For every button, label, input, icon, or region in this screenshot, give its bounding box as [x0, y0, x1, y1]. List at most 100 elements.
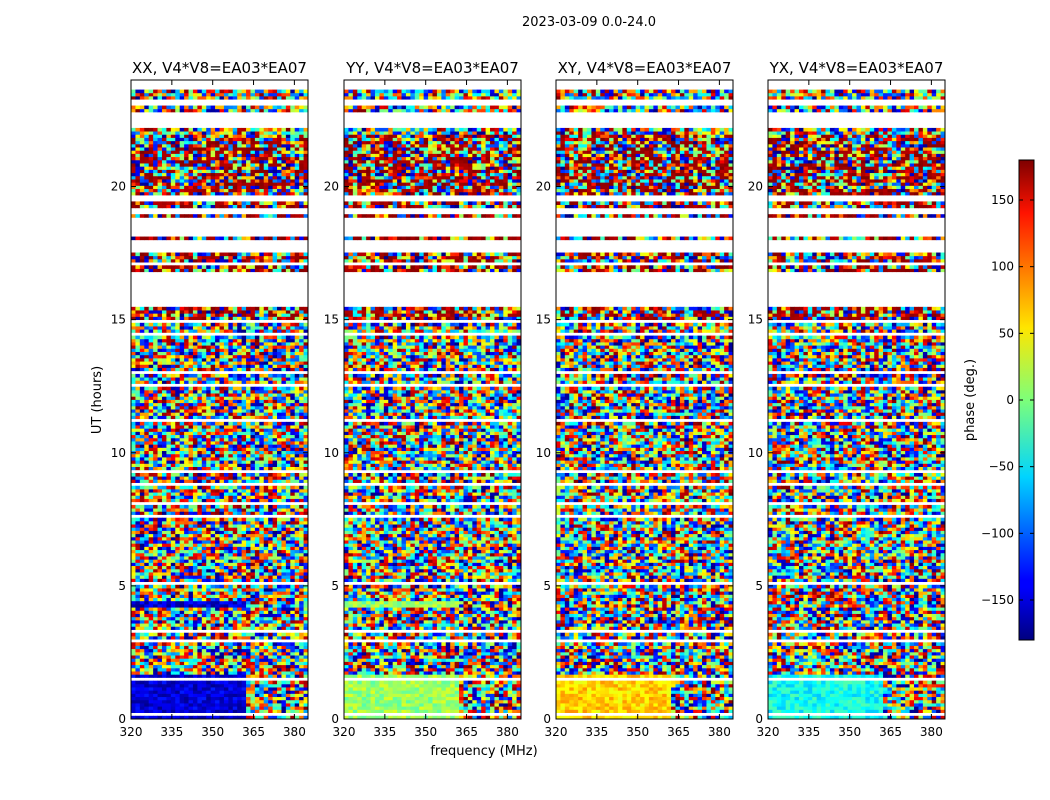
heat-cell [237, 607, 243, 611]
heat-cell [144, 415, 150, 420]
heat-cell [299, 412, 304, 416]
heat-cell [281, 252, 287, 257]
heat-cell [197, 306, 203, 311]
heat-cell [254, 364, 260, 368]
heat-cell [268, 348, 273, 352]
heat-cell [210, 492, 216, 496]
heat-cell [157, 389, 163, 394]
heat-cell [206, 453, 212, 458]
heat-cell [290, 674, 296, 678]
heat-cell [170, 329, 176, 333]
heat-cell [303, 409, 309, 413]
heat-cell [250, 434, 256, 439]
heat-cell [210, 511, 216, 515]
heat-cell [135, 361, 141, 365]
heat-cell [285, 600, 291, 605]
heat-cell [285, 613, 291, 618]
heat-cell [219, 524, 225, 528]
heat-cell [268, 619, 273, 624]
heat-cell [232, 568, 238, 573]
heat-cell [215, 540, 220, 544]
heat-cell [192, 533, 198, 538]
heat-cell [144, 626, 150, 630]
heat-cell [277, 706, 282, 710]
heat-cell [285, 396, 291, 400]
heat-cell [250, 431, 256, 436]
heat-cell [166, 559, 172, 563]
heat-cell [192, 699, 198, 704]
heat-cell [166, 409, 172, 413]
heat-cell [259, 667, 265, 672]
heat-cell [197, 546, 203, 551]
heat-cell [179, 402, 185, 407]
heat-cell [281, 530, 287, 535]
heat-cell [166, 479, 172, 483]
heat-cell [184, 600, 189, 605]
heat-cell [246, 715, 251, 720]
heat-cell [263, 495, 269, 499]
heat-cell [228, 335, 234, 340]
heat-cell [184, 441, 189, 445]
heat-cell [232, 552, 238, 557]
heat-cell [166, 568, 172, 573]
heat-cell [135, 431, 141, 436]
heat-cell [201, 310, 207, 314]
heat-cell [131, 357, 136, 362]
heat-cell [179, 373, 185, 378]
heat-cell [192, 607, 198, 611]
heat-cell [272, 645, 278, 650]
heat-cell [246, 552, 251, 557]
heat-cell [241, 412, 247, 416]
heat-cell [131, 651, 136, 656]
heat-cell [175, 594, 181, 598]
heat-cell [246, 412, 251, 416]
heat-cell [294, 696, 300, 701]
heat-cell [170, 460, 176, 464]
heat-cell [210, 268, 216, 273]
heat-cell [188, 386, 194, 391]
heat-cell [223, 575, 229, 579]
heat-cell [228, 415, 234, 420]
heat-cell [188, 444, 194, 448]
heat-cell [228, 572, 234, 576]
heat-cell [259, 405, 265, 410]
heat-cell [299, 268, 304, 273]
heat-cell [153, 338, 158, 343]
heat-cell [153, 690, 158, 694]
heat-cell [254, 453, 260, 458]
heat-cell [246, 354, 251, 359]
heat-cell [148, 341, 154, 346]
heat-cell [175, 549, 181, 554]
heat-cell [281, 699, 287, 704]
heat-cell [290, 683, 296, 688]
heat-cell [157, 472, 163, 477]
heat-cell [170, 610, 176, 614]
heat-cell [148, 316, 154, 321]
heat-cell [210, 658, 216, 662]
heat-cell [188, 536, 194, 541]
heat-cell [294, 447, 300, 452]
heat-cell [285, 488, 291, 493]
heat-cell [144, 402, 150, 407]
heat-cell [241, 437, 247, 442]
heat-cell [232, 236, 238, 241]
heat-cell [281, 709, 287, 713]
heat-cell [294, 552, 300, 557]
heat-cell [263, 389, 269, 394]
heat-cell [294, 517, 300, 522]
heat-cell [241, 635, 247, 640]
heat-cell [268, 495, 273, 499]
heat-cell [285, 597, 291, 602]
heat-cell [131, 616, 136, 621]
heat-cell [166, 255, 172, 260]
heat-cell [277, 354, 282, 359]
heat-cell [139, 399, 145, 404]
heat-cell [170, 517, 176, 522]
heat-cell [232, 389, 238, 394]
heat-cell [299, 655, 304, 659]
heat-cell [170, 377, 176, 381]
heat-cell [179, 667, 185, 672]
heat-cell [259, 530, 265, 535]
heat-cell [259, 517, 265, 522]
heat-cell [135, 399, 141, 404]
